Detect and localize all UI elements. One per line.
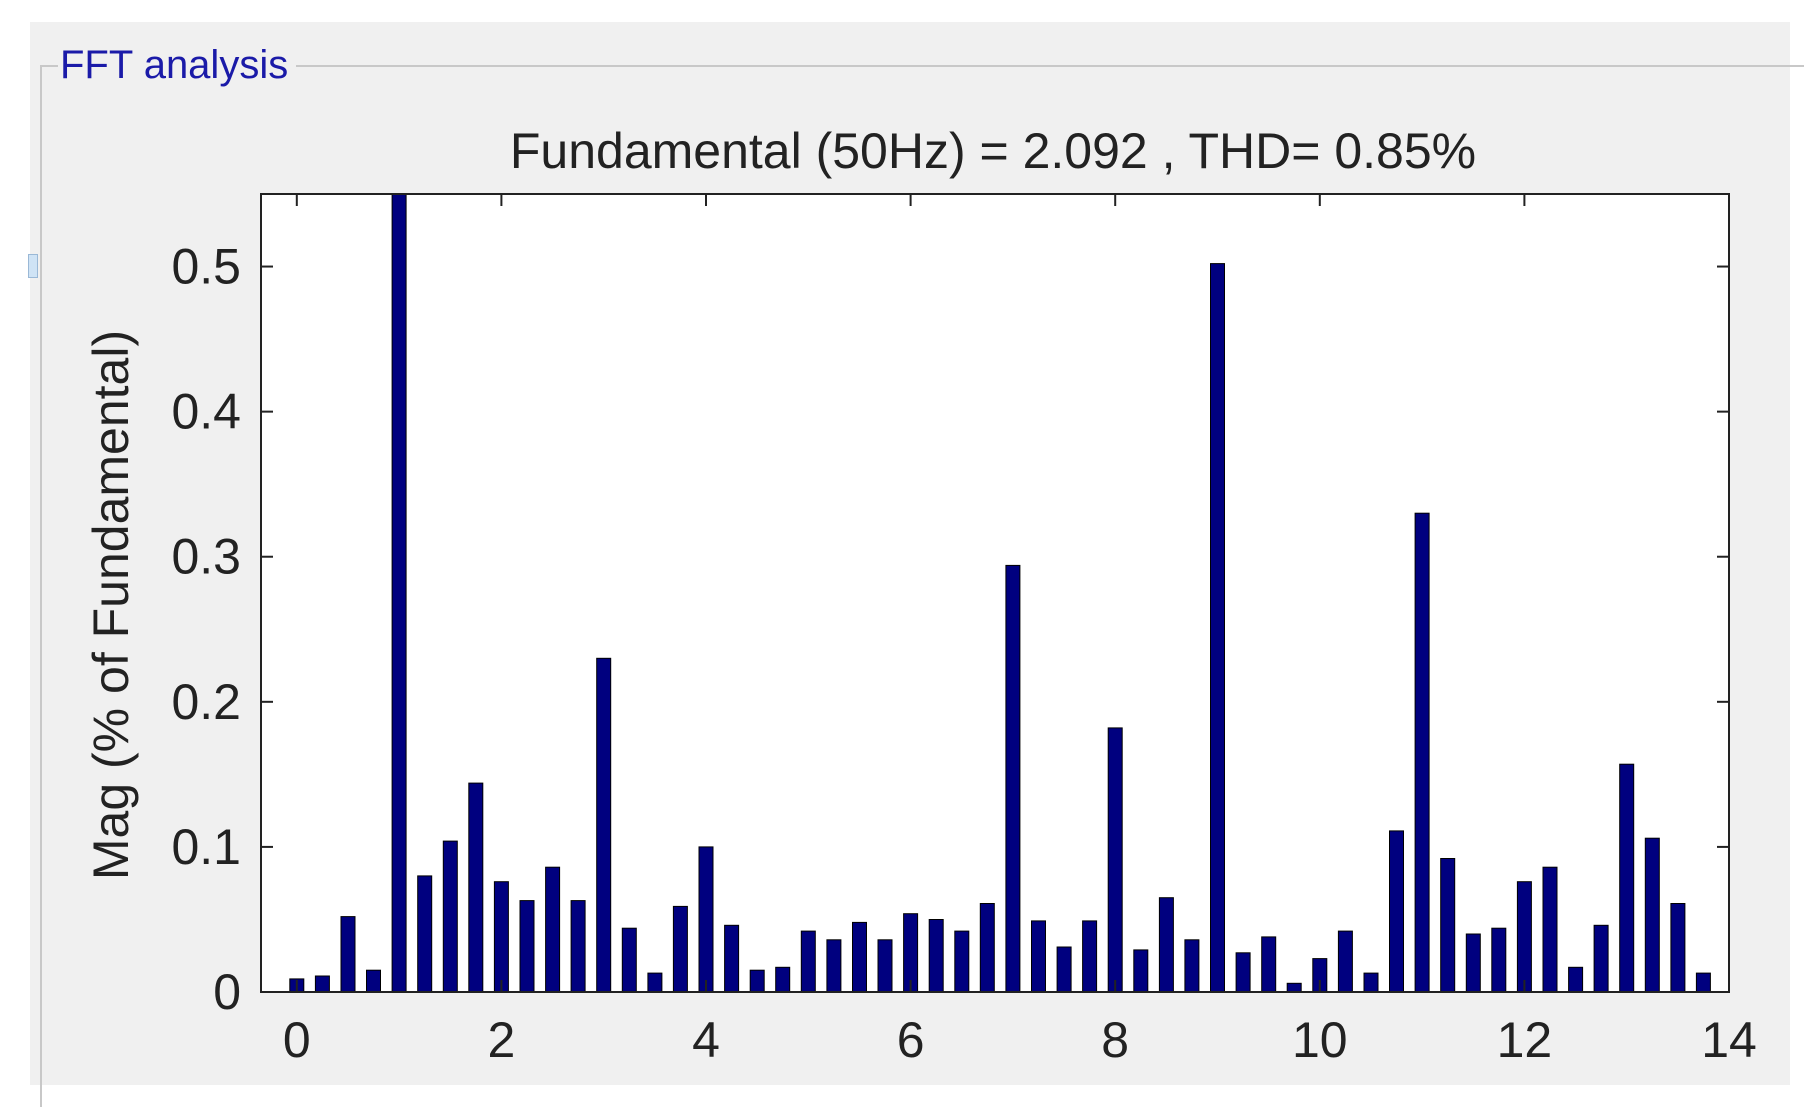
bar-21	[826, 939, 842, 993]
y-tick-label-3: 0.3	[171, 529, 241, 585]
panel-title: FFT analysis	[58, 42, 297, 88]
bar-1	[314, 975, 330, 993]
bar-28	[1005, 564, 1021, 993]
bar-55	[1695, 972, 1711, 993]
bar-23	[877, 939, 893, 993]
bar-46	[1465, 933, 1481, 993]
y-tick-label-5: 0.5	[171, 239, 241, 295]
bar-51	[1593, 924, 1609, 993]
bar-7	[468, 782, 484, 993]
bar-29	[1031, 920, 1046, 993]
bar-34	[1158, 897, 1174, 993]
bar-20	[800, 930, 816, 993]
bar-2	[340, 916, 356, 993]
axis-ticks	[261, 194, 1730, 993]
x-tick-labels: 0 2 4 6 8 10 12 14	[283, 1012, 1757, 1068]
bar-44	[1414, 512, 1430, 993]
bar-18	[749, 969, 765, 993]
bar-5	[417, 875, 433, 993]
bar-12	[596, 657, 612, 993]
bar-31	[1082, 920, 1098, 993]
bar-15	[672, 905, 688, 993]
bar-26	[954, 930, 970, 993]
bar-45	[1440, 858, 1456, 993]
y-tick-label-1: 0.1	[171, 819, 241, 875]
bar-27	[979, 903, 995, 993]
fft-analysis-panel	[40, 65, 1804, 1107]
x-tick-label-3: 6	[897, 1012, 925, 1068]
bar-22	[852, 921, 867, 993]
y-tick-label-0: 0	[213, 964, 241, 1020]
y-tick-label-4: 0.4	[171, 384, 241, 440]
bar-17	[724, 924, 740, 993]
bar-16	[698, 846, 714, 993]
y-tick-label-2: 0.2	[171, 674, 241, 730]
bar-36	[1210, 263, 1225, 993]
bar-10	[545, 866, 561, 993]
bar-30	[1056, 946, 1072, 993]
bar-47	[1491, 927, 1507, 993]
bar-6	[442, 840, 458, 993]
bar-50	[1568, 966, 1584, 993]
panel-edge-handle[interactable]	[28, 254, 38, 278]
bar-19	[775, 966, 791, 993]
bar-54	[1670, 903, 1686, 993]
bar-38	[1261, 936, 1277, 993]
bar-43	[1389, 830, 1404, 993]
bar-41	[1337, 930, 1353, 993]
bar-52	[1619, 763, 1635, 993]
bar-37	[1235, 952, 1251, 993]
bar-33	[1133, 949, 1149, 993]
bar-11	[570, 900, 586, 993]
bar-39	[1286, 982, 1302, 993]
y-tick-labels: 0 0.1 0.2 0.3 0.4 0.5	[171, 239, 241, 1021]
bar-3	[366, 969, 381, 993]
bar-9	[519, 900, 535, 993]
chart-title: Fundamental (50Hz) = 2.092 , THD= 0.85%	[510, 123, 1476, 179]
x-tick-label-1: 2	[487, 1012, 515, 1068]
x-tick-label-7: 14	[1701, 1012, 1757, 1068]
bar-25	[928, 919, 944, 993]
x-tick-label-2: 4	[692, 1012, 720, 1068]
bar-49	[1542, 866, 1558, 993]
axes-background	[261, 194, 1729, 992]
bar-42	[1363, 972, 1379, 993]
bar-8	[493, 881, 509, 993]
x-tick-label-5: 10	[1292, 1012, 1348, 1068]
bar-14	[647, 972, 663, 993]
bar-35	[1184, 939, 1200, 993]
axes-frame	[260, 193, 1730, 993]
bar-32	[1107, 727, 1123, 993]
bar-4	[391, 193, 407, 993]
x-tick-label-6: 12	[1497, 1012, 1553, 1068]
x-tick-label-0: 0	[283, 1012, 311, 1068]
bar-53	[1644, 837, 1660, 993]
y-axis-label: Mag (% of Fundamental)	[83, 330, 139, 880]
bar-48	[1516, 881, 1532, 993]
x-tick-label-4: 8	[1101, 1012, 1129, 1068]
bar-13	[621, 927, 637, 993]
